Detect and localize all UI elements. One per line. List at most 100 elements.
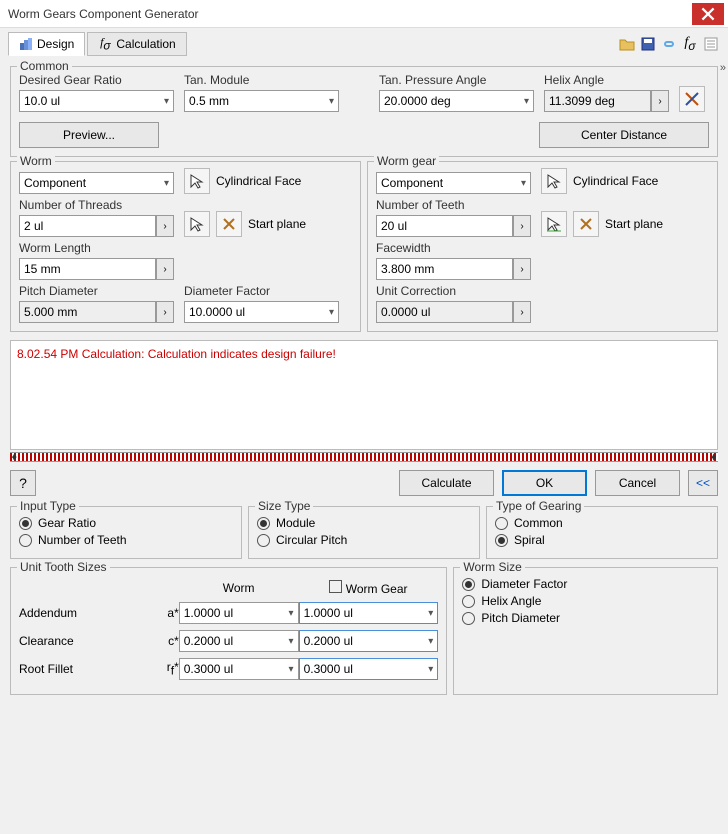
chevron-down-icon: ▾ <box>521 178 526 189</box>
pressure-angle-label: Tan. Pressure Angle <box>379 73 534 87</box>
worm-cylface-pick[interactable] <box>184 168 210 194</box>
helix-direction-button[interactable] <box>679 86 705 112</box>
addendum-sym: a* <box>139 602 179 624</box>
open-icon[interactable] <box>618 35 636 53</box>
center-distance-button[interactable]: Center Distance <box>539 122 709 148</box>
notes-icon[interactable] <box>702 35 720 53</box>
helix-angle-spin[interactable]: › <box>651 90 669 112</box>
radio-num-teeth[interactable]: Number of Teeth <box>19 533 233 547</box>
help-button[interactable]: ? <box>10 470 36 496</box>
radio-gear-ratio[interactable]: Gear Ratio <box>19 516 233 530</box>
worm-component-select[interactable]: Component▾ <box>19 172 174 194</box>
worm-gear-group: Worm gear Component▾ Cylindrical Face Nu… <box>367 161 718 332</box>
unit-correction-field[interactable]: 0.0000 ul <box>376 301 513 323</box>
worm-length-value: 15 mm <box>24 262 61 276</box>
col-worm-header: Worm <box>179 580 299 596</box>
cursor-icon <box>546 216 562 232</box>
worm-startplane-pick[interactable] <box>184 211 210 237</box>
splitter-grip[interactable]: ▴ ▾ ▴ ▾ <box>10 452 718 462</box>
gear-cylface-pick[interactable] <box>541 168 567 194</box>
chevron-down-icon: ▾ <box>428 636 433 647</box>
message-log[interactable]: 8.02.54 PM Calculation: Calculation indi… <box>10 340 718 450</box>
collapse-button[interactable]: << <box>688 470 718 496</box>
worm-legend: Worm <box>17 154 55 168</box>
gear-startplane-pick[interactable] <box>541 211 567 237</box>
pitch-diameter-value: 5.000 mm <box>24 305 77 319</box>
radio-icon <box>495 534 508 547</box>
chevron-down-icon: ▾ <box>428 664 433 675</box>
preview-button[interactable]: Preview... <box>19 122 159 148</box>
gear-startplane-flip[interactable] <box>573 211 599 237</box>
tan-module-select[interactable]: 0.5 mm▾ <box>184 90 339 112</box>
radio-helix-angle[interactable]: Helix Angle <box>462 594 709 608</box>
clearance-worm-select[interactable]: 0.2000 ul▾ <box>179 630 299 652</box>
radio-diameter-factor[interactable]: Diameter Factor <box>462 577 709 591</box>
gear-component-select[interactable]: Component▾ <box>376 172 531 194</box>
clearance-gear-select[interactable]: 0.2000 ul▾ <box>299 630 439 652</box>
pressure-angle-value: 20.0000 deg <box>384 94 451 108</box>
desired-gear-ratio-select[interactable]: 10.0 ul▾ <box>19 90 174 112</box>
pitch-diameter-spin[interactable]: › <box>156 301 174 323</box>
pitch-diameter-label: Pitch Diameter <box>19 284 174 298</box>
root-fillet-sym: rf* <box>139 658 179 680</box>
radio-module[interactable]: Module <box>257 516 471 530</box>
num-teeth-spin[interactable]: › <box>513 215 531 237</box>
worm-length-spin[interactable]: › <box>156 258 174 280</box>
circular-pitch-label: Circular Pitch <box>276 533 347 547</box>
pressure-angle-select[interactable]: 20.0000 deg▾ <box>379 90 534 112</box>
unit-correction-spin[interactable]: › <box>513 301 531 323</box>
scroll-right-icon[interactable]: » <box>720 62 726 74</box>
radio-spiral[interactable]: Spiral <box>495 533 709 547</box>
tab-calculation[interactable]: fσ Calculation <box>87 32 186 56</box>
radio-icon <box>257 517 270 530</box>
calculate-label: Calculate <box>421 476 471 490</box>
helix-angle-field[interactable]: 11.3099 deg <box>544 90 651 112</box>
worm-length-label: Worm Length <box>19 241 174 255</box>
gear-cylface-label: Cylindrical Face <box>573 174 658 188</box>
diameter-factor-select[interactable]: 10.0000 ul▾ <box>184 301 339 323</box>
link-icon[interactable] <box>660 35 678 53</box>
tab-design[interactable]: Design <box>8 32 85 56</box>
flip-icon <box>578 216 594 232</box>
root-fillet-gear-select[interactable]: 0.3000 ul▾ <box>299 658 439 680</box>
root-fillet-worm-select[interactable]: 0.3000 ul▾ <box>179 658 299 680</box>
formula-icon[interactable]: fσ <box>681 35 699 53</box>
worm-length-field[interactable]: 15 mm <box>19 258 156 280</box>
chevron-down-icon: ▾ <box>164 96 169 107</box>
chevron-down-icon: ▾ <box>164 178 169 189</box>
worm-startplane-label: Start plane <box>248 217 306 231</box>
calculate-button[interactable]: Calculate <box>399 470 494 496</box>
num-threads-field[interactable]: 2 ul <box>19 215 156 237</box>
worm-startplane-flip[interactable] <box>216 211 242 237</box>
cancel-button[interactable]: Cancel <box>595 470 680 496</box>
worm-size-group: Worm Size Diameter Factor Helix Angle Pi… <box>453 567 718 695</box>
pitch-diameter-field[interactable]: 5.000 mm <box>19 301 156 323</box>
addendum-worm-val: 1.0000 ul <box>184 606 233 620</box>
ok-button[interactable]: OK <box>502 470 587 496</box>
grip-down-icon: ▾ <box>12 453 17 464</box>
radio-common[interactable]: Common <box>495 516 709 530</box>
error-message: 8.02.54 PM Calculation: Calculation indi… <box>17 347 711 361</box>
num-threads-spin[interactable]: › <box>156 215 174 237</box>
radio-icon <box>462 595 475 608</box>
addendum-gear-select[interactable]: 1.0000 ul▾ <box>299 602 439 624</box>
num-teeth-field[interactable]: 20 ul <box>376 215 513 237</box>
save-icon[interactable] <box>639 35 657 53</box>
facewidth-spin[interactable]: › <box>513 258 531 280</box>
addendum-worm-select[interactable]: 1.0000 ul▾ <box>179 602 299 624</box>
facewidth-field[interactable]: 3.800 mm <box>376 258 513 280</box>
toolbar-icons: fσ <box>618 35 720 53</box>
worm-gear-checkbox[interactable] <box>329 580 342 593</box>
tan-module-label: Tan. Module <box>184 73 339 87</box>
clearance-label: Clearance <box>19 630 139 652</box>
ok-label: OK <box>536 476 553 490</box>
clearance-worm-val: 0.2000 ul <box>184 634 233 648</box>
unit-correction-value: 0.0000 ul <box>381 305 430 319</box>
addendum-label: Addendum <box>19 602 139 624</box>
diameter-factor-value: 10.0000 ul <box>189 305 245 319</box>
close-button[interactable] <box>692 3 724 25</box>
gear-ratio-label: Gear Ratio <box>38 516 96 530</box>
num-threads-label: Number of Threads <box>19 198 174 212</box>
radio-pitch-diameter[interactable]: Pitch Diameter <box>462 611 709 625</box>
radio-circular-pitch[interactable]: Circular Pitch <box>257 533 471 547</box>
